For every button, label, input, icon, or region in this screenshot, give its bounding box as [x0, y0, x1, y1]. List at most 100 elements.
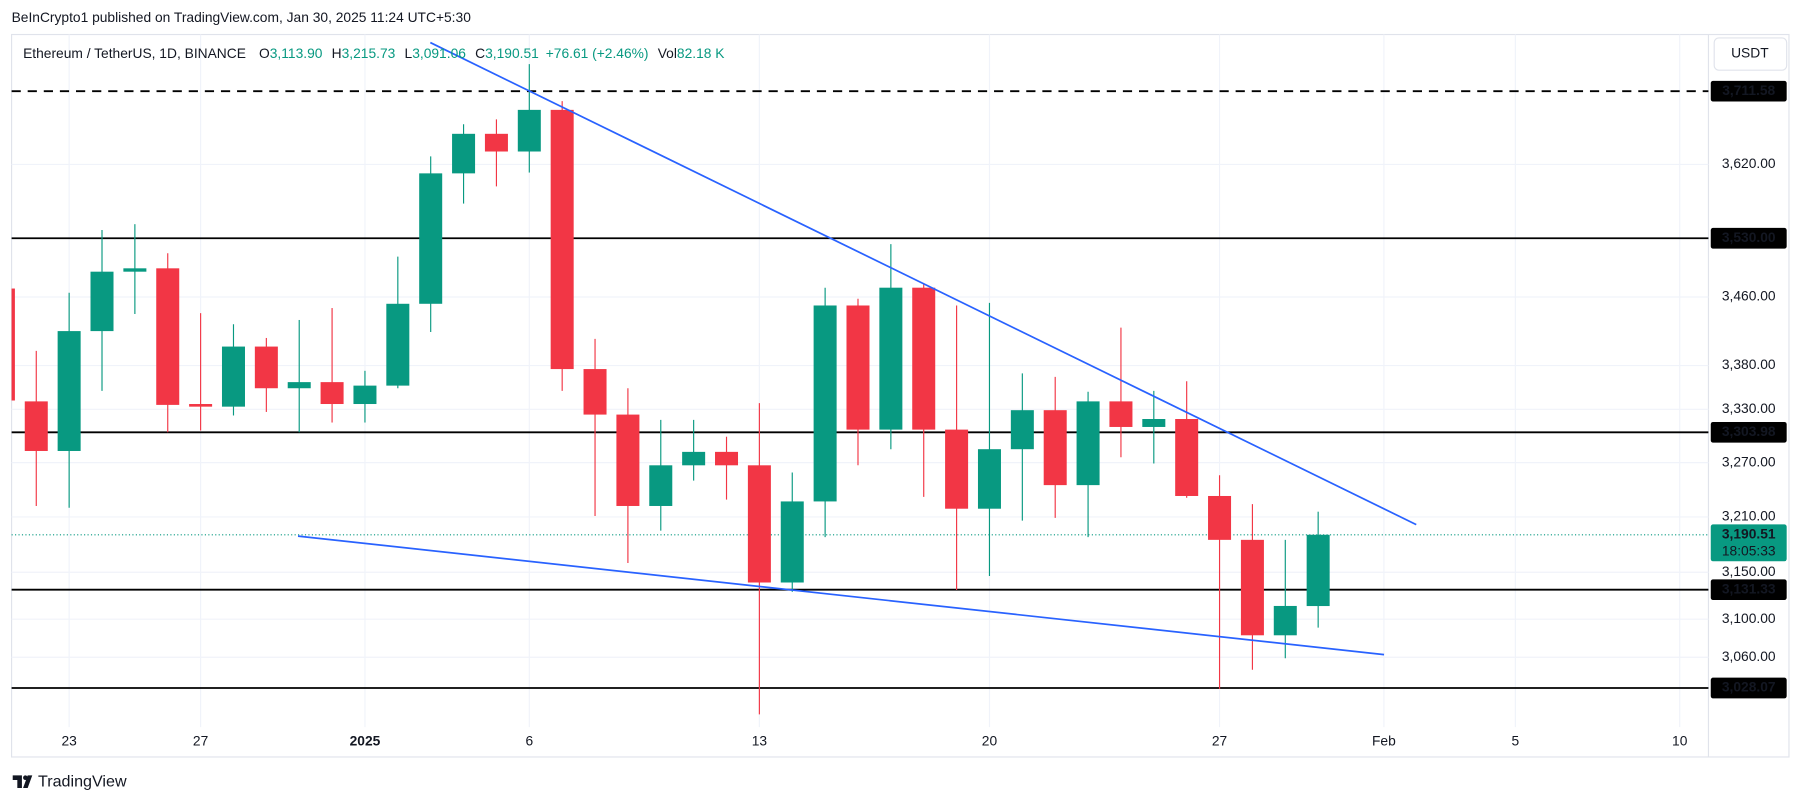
y-tick-label: 3,150.00 [1722, 564, 1776, 579]
candle-body [24, 401, 48, 451]
candle-body [1010, 410, 1034, 450]
candle-body [287, 382, 311, 389]
candle-body [550, 109, 574, 370]
candle-body [846, 305, 870, 430]
volume-value: 82.18 K [677, 46, 725, 61]
upper-trendline [429, 41, 1417, 526]
logo-icon [12, 775, 33, 789]
y-tick-label: 3,460.00 [1722, 289, 1776, 304]
candle-body [353, 385, 377, 405]
currency-button[interactable] [1713, 37, 1788, 71]
ohlc-value: 3,190.51 [485, 46, 539, 61]
ohlc-value: 3,113.90 [270, 46, 323, 61]
level-label-box [1710, 80, 1787, 102]
candle-body [1142, 418, 1166, 427]
candle-body [977, 449, 1001, 509]
y-tick-label: 3,060.00 [1722, 649, 1776, 664]
x-tick-label: 2025 [350, 734, 381, 749]
ohlc-value: 3,091.06 [412, 46, 466, 61]
y-tick-label: 3,330.00 [1722, 401, 1776, 416]
logo-dot [23, 775, 28, 780]
candle-body [386, 303, 410, 386]
candle-body [123, 268, 147, 272]
candle-body [1240, 539, 1264, 636]
x-tick-label: 5 [1512, 734, 1520, 749]
candle-body [616, 414, 640, 506]
candle-body [484, 133, 508, 152]
y-tick-label: 3,380.00 [1722, 357, 1776, 372]
last-price-box [1710, 524, 1787, 562]
candle-body [747, 465, 771, 583]
trendlines [297, 41, 1417, 656]
y-tick-label: 3,620.00 [1722, 156, 1776, 171]
candle-body [583, 369, 607, 415]
candle-body [419, 173, 443, 304]
volume-key: Vol [658, 46, 677, 61]
axes: 3,620.00 3,460.00 3,380.00 3,330.00 3,270.00… [61, 156, 1775, 749]
level-label: 3,530.00 [1722, 230, 1776, 245]
candle-body [11, 288, 15, 401]
x-tick-label: Feb [1372, 734, 1396, 749]
ohlc-key: C [475, 46, 485, 61]
level-label-box [1710, 227, 1787, 249]
candle-body [1043, 410, 1067, 486]
levels [11, 90, 1709, 689]
candle-body [156, 268, 180, 405]
x-tick-label: 23 [61, 734, 77, 749]
candle-body [1109, 401, 1133, 427]
x-tick-label: 13 [752, 734, 768, 749]
symbol: Ethereum / TetherUS, 1D, BINANCE [23, 46, 246, 61]
currency-label[interactable]: USDT [1731, 46, 1769, 61]
candle-body [780, 501, 804, 583]
candle-body [90, 271, 114, 332]
last-price-label: 3,190.51 [1722, 526, 1776, 541]
level-label: 3,028.07 [1722, 680, 1776, 695]
brand-name: TradingView [38, 773, 127, 791]
candle-body [452, 133, 476, 174]
candles [11, 64, 1330, 715]
candle-body [1175, 418, 1199, 496]
candle-body [715, 451, 739, 466]
symbol-legend: Ethereum / TetherUS, 1D, BINANCE O3,113.… [23, 46, 725, 61]
candle-body [649, 465, 673, 506]
candle-body [682, 451, 706, 466]
x-tick-label: 20 [982, 734, 998, 749]
published-note: BeInCrypto1 published on TradingView.com… [12, 10, 472, 25]
level-label: 3,131.33 [1722, 581, 1776, 596]
brand-logo [12, 775, 33, 789]
level-label-box [1710, 677, 1787, 699]
candle-body [1306, 534, 1330, 607]
candle-body [189, 404, 213, 407]
lower-trendline [297, 535, 1385, 656]
price-labels: 3,711.58 3,530.00 3,303.98 3,131.33 3,028.07… [1710, 80, 1787, 699]
countdown-label: 18:05:33 [1722, 544, 1776, 559]
candle-body [517, 109, 541, 152]
x-tick-label: 10 [1672, 734, 1688, 749]
level-label-box [1710, 579, 1787, 601]
ohlc-value: 3,215.73 [342, 46, 396, 61]
x-tick-label: 27 [1212, 734, 1227, 749]
candle-body [1273, 605, 1297, 636]
candle-body [879, 287, 903, 430]
ohlc-key: O [259, 46, 270, 61]
candle-body [57, 331, 81, 451]
candle-body [1208, 495, 1232, 540]
y-tick-label: 3,270.00 [1722, 454, 1776, 469]
change: +76.61 (+2.46%) [546, 46, 649, 61]
ohlc-key: L [405, 46, 413, 61]
level-label: 3,303.98 [1722, 424, 1776, 439]
candle-body [945, 429, 969, 509]
candle-body [221, 346, 245, 407]
candle-body [813, 305, 837, 502]
ohlc-key: H [332, 46, 342, 61]
x-tick-label: 27 [193, 734, 208, 749]
candle-body [912, 287, 936, 430]
x-tick-label: 6 [525, 734, 533, 749]
y-tick-label: 3,210.00 [1722, 509, 1776, 524]
y-tick-label: 3,100.00 [1722, 611, 1776, 626]
candle-body [320, 382, 344, 405]
level-label: 3,711.58 [1722, 83, 1775, 98]
candle-body [254, 346, 278, 389]
